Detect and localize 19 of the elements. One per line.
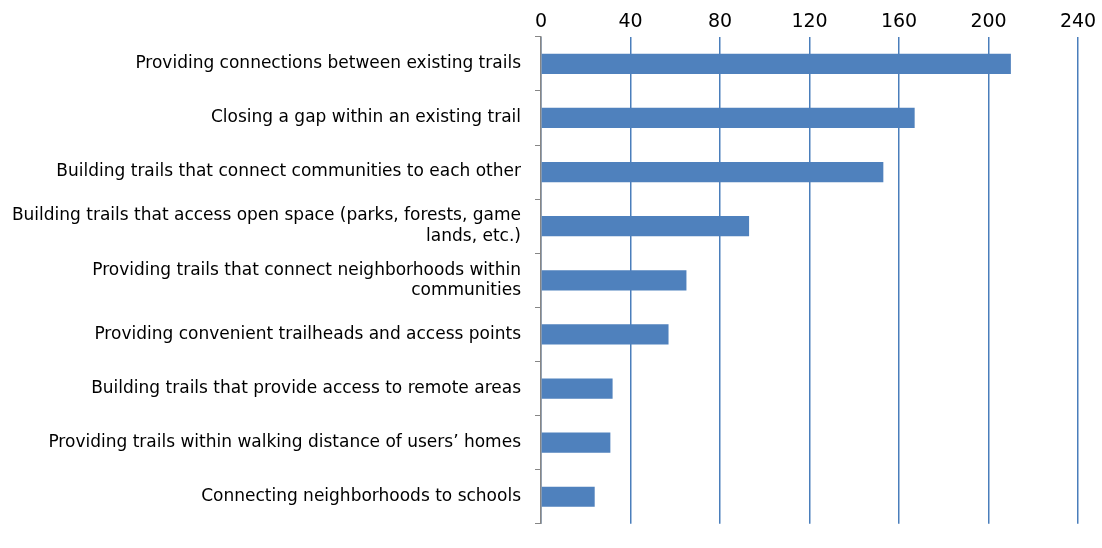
x-tick-label: 160 xyxy=(880,9,918,32)
bar xyxy=(541,486,595,507)
bar xyxy=(541,432,611,453)
x-tick-label: 120 xyxy=(791,9,828,32)
y-tick-label: Building trails that access open space (parks, forests, game lands, etc.) xyxy=(11,204,521,245)
bar xyxy=(541,378,613,399)
y-tick-label: Building trails that provide access to remote areas xyxy=(91,376,522,397)
y-tick-label: Closing a gap within an existing trail xyxy=(210,106,521,127)
y-tick-label: Building trails that connect communities to each other xyxy=(56,160,522,181)
y-tick-label: Providing trails within walking distance of users’ homes xyxy=(48,431,522,452)
y-tick-label: Providing convenient trailheads and access points xyxy=(94,322,522,343)
x-tick-label: 80 xyxy=(707,9,733,32)
x-tick-label: 240 xyxy=(1059,9,1097,32)
x-tick-label: 200 xyxy=(970,9,1007,32)
y-tick-label: Providing trails that connect neighborhoods within communities xyxy=(92,258,522,299)
y-tick-label: Connecting neighborhoods to schools xyxy=(201,485,522,506)
x-tick-label: 40 xyxy=(618,9,643,32)
y-tick-label: Providing connections between existing trails xyxy=(135,52,522,73)
x-tick-label: 0 xyxy=(534,9,548,32)
